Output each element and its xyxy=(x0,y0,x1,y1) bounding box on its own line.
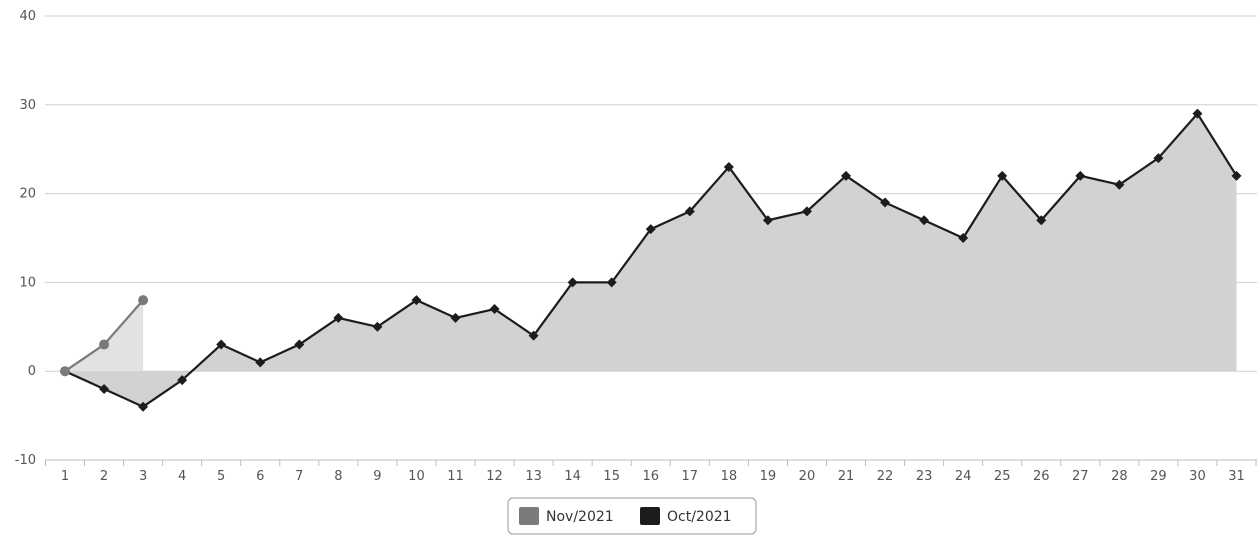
data-point[interactable] xyxy=(411,295,422,306)
x-tick-label: 16 xyxy=(642,469,659,484)
data-point[interactable] xyxy=(138,401,149,412)
data-point[interactable] xyxy=(762,215,773,226)
x-tick-label: 18 xyxy=(721,469,738,484)
data-point[interactable] xyxy=(841,170,851,181)
data-point[interactable] xyxy=(645,224,656,235)
legend-item[interactable]: Oct/2021 xyxy=(640,507,732,525)
data-point[interactable] xyxy=(1114,179,1125,190)
data-point[interactable] xyxy=(372,321,383,332)
x-tick-label: 14 xyxy=(564,469,581,484)
data-point[interactable] xyxy=(801,206,812,217)
x-tick-label: 1 xyxy=(61,469,69,484)
data-point[interactable] xyxy=(1036,215,1047,226)
series-area xyxy=(65,300,144,372)
data-point[interactable] xyxy=(60,366,70,377)
x-tick-label: 26 xyxy=(1033,469,1050,484)
x-tick-label: 25 xyxy=(994,469,1011,484)
x-tick-label: 15 xyxy=(603,469,620,484)
data-point[interactable] xyxy=(567,277,578,288)
data-point[interactable] xyxy=(216,339,227,350)
data-point[interactable] xyxy=(919,215,930,226)
x-tick-label: 17 xyxy=(682,469,699,484)
x-tick-label: 27 xyxy=(1072,469,1089,484)
data-point[interactable] xyxy=(1192,108,1203,119)
data-point[interactable] xyxy=(684,206,695,217)
data-point[interactable] xyxy=(333,312,344,323)
data-point[interactable] xyxy=(958,233,969,243)
x-tick-label: 21 xyxy=(838,469,855,484)
y-tick-label: -10 xyxy=(15,453,36,468)
x-tick-label: 28 xyxy=(1111,469,1128,484)
y-tick-label: 10 xyxy=(19,275,36,290)
data-point[interactable] xyxy=(489,304,500,315)
legend-box xyxy=(507,497,757,535)
x-tick-label: 20 xyxy=(799,469,816,484)
x-tick-label: 2 xyxy=(100,469,108,484)
x-tick-label: 31 xyxy=(1228,469,1245,484)
data-point[interactable] xyxy=(450,312,461,323)
legend-swatch xyxy=(519,507,539,525)
data-point[interactable] xyxy=(880,197,891,208)
data-point[interactable] xyxy=(255,357,266,368)
x-tick-label: 6 xyxy=(256,469,264,484)
x-tick-label: 5 xyxy=(217,469,225,484)
series-areas xyxy=(65,113,1237,407)
data-point[interactable] xyxy=(1153,153,1164,164)
x-tick-label: 24 xyxy=(955,469,972,484)
x-tick-label: 4 xyxy=(178,469,186,484)
x-tick-label: 11 xyxy=(447,469,464,484)
data-point[interactable] xyxy=(99,383,110,394)
x-tick-label: 9 xyxy=(373,469,381,484)
series-area xyxy=(65,113,1237,407)
data-point[interactable] xyxy=(294,339,305,350)
data-point[interactable] xyxy=(138,295,149,306)
data-point[interactable] xyxy=(1231,170,1242,181)
data-point[interactable] xyxy=(177,375,188,386)
y-tick-label: 20 xyxy=(19,187,36,202)
data-point[interactable] xyxy=(997,170,1008,181)
data-point[interactable] xyxy=(1075,170,1086,181)
x-tick-label: 12 xyxy=(486,469,503,484)
data-point[interactable] xyxy=(99,339,110,350)
x-tick-label: 29 xyxy=(1150,469,1167,484)
x-tick-label: 3 xyxy=(139,469,147,484)
x-tick-label: 22 xyxy=(877,469,894,484)
series-markers xyxy=(60,108,1242,412)
x-tick-label: 8 xyxy=(334,469,342,484)
x-tick-label: 23 xyxy=(916,469,933,484)
data-point[interactable] xyxy=(528,330,539,341)
legend: Nov/2021 Oct/2021 xyxy=(507,497,757,535)
x-tick-label: 13 xyxy=(525,469,542,484)
x-tick-label: 19 xyxy=(760,469,777,484)
legend-label: Nov/2021 xyxy=(546,509,614,525)
x-tick-label: 7 xyxy=(295,469,303,484)
legend-item[interactable]: Nov/2021 xyxy=(519,507,614,525)
y-tick-label: 0 xyxy=(28,364,36,379)
legend-label: Oct/2021 xyxy=(667,509,732,525)
y-tick-label: 40 xyxy=(19,9,36,24)
data-point[interactable] xyxy=(723,161,734,172)
data-point[interactable] xyxy=(606,277,617,288)
x-tick-label: 10 xyxy=(408,469,425,484)
x-tick-label: 30 xyxy=(1189,469,1206,484)
x-axis: 1 2 3 4 5 6 7 8 9 10 11 12 13 14 15 16 17 18 19 20 21 22 23 24 2… xyxy=(44,459,1257,484)
legend-swatch xyxy=(640,507,660,525)
y-tick-label: 30 xyxy=(19,98,36,113)
y-axis: -10 0 10 20 30 40 xyxy=(15,9,36,468)
